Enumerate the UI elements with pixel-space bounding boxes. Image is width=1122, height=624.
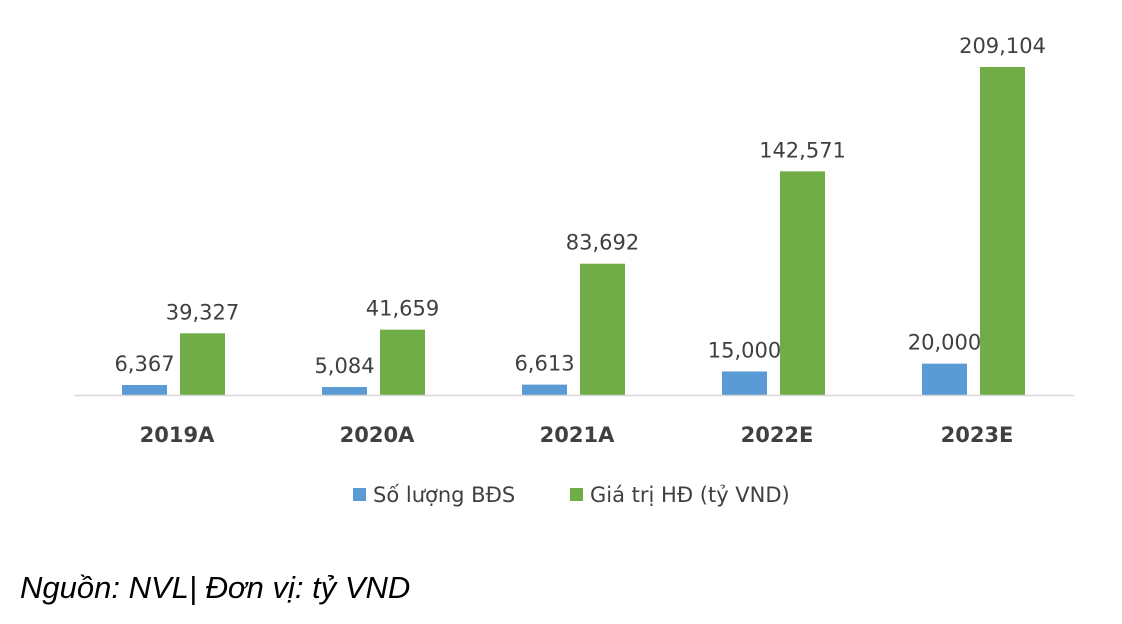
data-labels-group: 6,367 39,327 5,084 41,659 6,613 83,692 15,000 1…: [114, 34, 1045, 378]
bar-so-luong-2021A: [522, 384, 567, 395]
x-tick-label-2023E: 2023E: [941, 423, 1014, 447]
legend: Số lượng BĐS Giá trị HĐ (tỷ VND): [353, 483, 790, 507]
data-label-gia-tri-2020A: 41,659: [366, 297, 439, 321]
bars-group: [122, 67, 1025, 395]
legend-swatch-gia-tri: [570, 488, 583, 501]
bar-chart: 6,367 39,327 5,084 41,659 6,613 83,692 15,000 1…: [74, 34, 1074, 507]
x-tick-label-2021A: 2021A: [540, 423, 615, 447]
data-label-gia-tri-2019A: 39,327: [166, 300, 239, 324]
x-tick-label-2019A: 2019A: [140, 423, 215, 447]
data-label-so-luong-2022E: 15,000: [708, 338, 781, 362]
bar-gia-tri-2023E: [980, 67, 1025, 395]
bar-so-luong-2022E: [722, 371, 767, 395]
bar-gia-tri-2021A: [580, 263, 625, 395]
data-label-gia-tri-2022E: 142,571: [759, 138, 846, 162]
bar-gia-tri-2022E: [780, 171, 825, 395]
bar-gia-tri-2019A: [180, 333, 225, 395]
bar-so-luong-2020A: [322, 387, 367, 395]
x-tick-label-2022E: 2022E: [741, 423, 814, 447]
x-tick-labels-group: 2019A 2020A 2021A 2022E 2023E: [140, 423, 1014, 447]
bar-so-luong-2023E: [922, 363, 967, 395]
data-label-so-luong-2020A: 5,084: [314, 354, 374, 378]
data-label-so-luong-2023E: 20,000: [908, 331, 981, 355]
data-label-gia-tri-2023E: 209,104: [959, 34, 1046, 58]
source-note: Nguồn: NVL| Đơn vị: tỷ VND: [20, 570, 411, 605]
data-label-so-luong-2021A: 6,613: [514, 352, 574, 376]
legend-swatch-so-luong: [353, 488, 366, 501]
legend-label-gia-tri: Giá trị HĐ (tỷ VND): [590, 483, 790, 507]
x-tick-label-2020A: 2020A: [340, 423, 415, 447]
data-label-so-luong-2019A: 6,367: [114, 352, 174, 376]
legend-label-so-luong: Số lượng BĐS: [373, 483, 515, 507]
data-label-gia-tri-2021A: 83,692: [566, 231, 639, 255]
bar-gia-tri-2020A: [380, 329, 425, 395]
bar-so-luong-2019A: [122, 385, 167, 395]
